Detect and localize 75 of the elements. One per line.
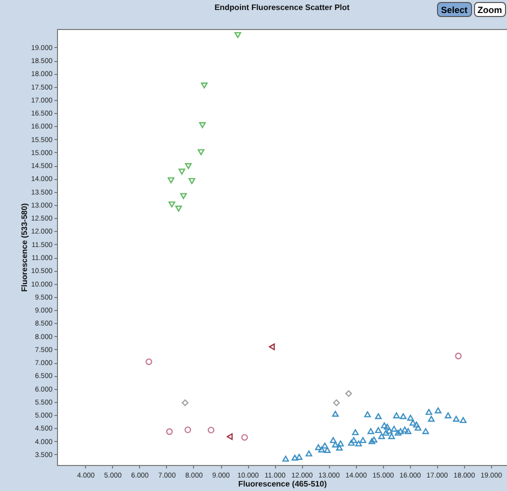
point xyxy=(390,426,398,432)
point xyxy=(198,149,204,156)
point xyxy=(404,428,412,434)
point xyxy=(226,433,233,440)
point xyxy=(348,440,355,446)
point xyxy=(434,407,442,414)
point xyxy=(397,428,404,434)
point xyxy=(350,437,358,444)
point xyxy=(422,428,429,434)
point xyxy=(185,163,192,170)
point xyxy=(360,437,366,444)
y-axis-title: Fluorescence (533-580) xyxy=(20,202,30,292)
point xyxy=(444,412,452,418)
point xyxy=(382,430,390,436)
point xyxy=(460,417,467,424)
point xyxy=(208,426,214,434)
point xyxy=(337,440,344,446)
point xyxy=(182,399,188,406)
point xyxy=(367,428,374,434)
point xyxy=(388,433,395,440)
point xyxy=(345,390,352,397)
point xyxy=(400,413,407,420)
point xyxy=(428,416,435,422)
point xyxy=(333,399,340,406)
point xyxy=(410,420,416,426)
point xyxy=(375,427,382,434)
point xyxy=(452,416,460,422)
point xyxy=(414,424,422,431)
point xyxy=(413,422,420,428)
point xyxy=(368,438,376,444)
point xyxy=(296,454,302,460)
point xyxy=(393,412,400,418)
point xyxy=(336,444,343,451)
toolbar-button: Select xyxy=(436,2,472,17)
point xyxy=(180,193,187,200)
point xyxy=(168,201,176,208)
point xyxy=(426,408,432,415)
point xyxy=(241,434,248,441)
point xyxy=(352,429,359,436)
point xyxy=(380,422,388,428)
toolbar-button: Zoom xyxy=(474,2,506,17)
point xyxy=(394,430,402,436)
point xyxy=(184,426,192,434)
point xyxy=(407,414,414,421)
point xyxy=(306,450,312,456)
point xyxy=(178,168,186,175)
point xyxy=(188,178,196,184)
point xyxy=(355,440,362,446)
point xyxy=(268,343,275,350)
point xyxy=(384,424,391,430)
point xyxy=(455,352,462,360)
point xyxy=(200,82,208,88)
point xyxy=(402,426,408,433)
point xyxy=(315,444,322,450)
point xyxy=(332,442,339,448)
point xyxy=(282,456,289,462)
point xyxy=(166,428,173,435)
point xyxy=(322,442,328,449)
point xyxy=(370,436,378,442)
point xyxy=(330,437,337,444)
point xyxy=(332,410,339,417)
point xyxy=(318,446,325,452)
point xyxy=(324,447,331,453)
point xyxy=(234,32,242,38)
point xyxy=(378,433,385,440)
point xyxy=(175,206,182,212)
point xyxy=(375,413,382,420)
point xyxy=(199,122,206,128)
point xyxy=(292,454,298,461)
point xyxy=(168,177,174,184)
point xyxy=(146,358,152,366)
chart-title: Endpoint Fluorescence Scatter Plot xyxy=(214,3,350,12)
point xyxy=(364,411,371,418)
x-axis-title: Fluorescence (465-510) xyxy=(238,480,328,488)
point xyxy=(386,428,392,434)
